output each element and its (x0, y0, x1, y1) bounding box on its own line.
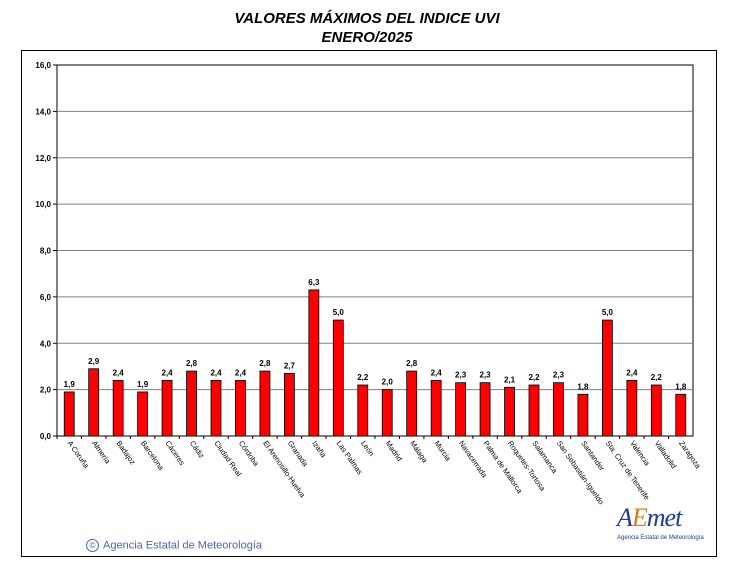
bar (259, 370, 271, 437)
bar-value-label: 2,4 (210, 368, 222, 377)
bar-value-label: 2,3 (553, 371, 565, 380)
x-category-label: Cádiz (188, 439, 207, 460)
bar-value-label: 2,9 (88, 357, 100, 366)
bar (88, 368, 100, 437)
x-category-label: A Coruña (66, 439, 92, 470)
bar-value-label: 1,8 (675, 382, 687, 391)
bar-value-label: 2,4 (162, 368, 174, 377)
bar (186, 370, 197, 437)
bar-value-label: 2,0 (382, 378, 394, 387)
bar-value-label: 2,4 (235, 368, 247, 377)
bar (553, 382, 564, 437)
x-category-label: Izaña (310, 439, 328, 460)
aemet-logo: AEmet Agencia Estatal de Meteorología (613, 503, 705, 545)
x-category-label: Zaragoza (677, 439, 703, 471)
x-category-label: Badajoz (115, 439, 138, 467)
aemet-logo-wordmark: AEmet (617, 503, 682, 532)
bar-value-label: 2,2 (528, 373, 540, 382)
bar-value-label: 2,3 (480, 371, 492, 380)
aemet-logo-subtitle: Agencia Estatal de Meteorología (617, 535, 704, 541)
x-category-label: Cáceres (163, 439, 187, 467)
agency-footer: © Agencia Estatal de Meteorología (86, 539, 262, 552)
bar (357, 384, 369, 437)
bar-value-label: 2,8 (406, 359, 418, 368)
bar (455, 382, 467, 437)
x-category-label: Valladolid (653, 439, 679, 470)
y-tick-label: 10,0 (35, 200, 51, 209)
bar (283, 372, 295, 437)
bar-value-label: 6,3 (308, 278, 320, 287)
bar (235, 379, 246, 437)
bar-value-label: 2,1 (504, 375, 516, 384)
bar-value-label: 5,0 (333, 308, 345, 317)
bar-value-label: 2,2 (357, 373, 369, 382)
bar (332, 319, 344, 437)
x-category-label: Valencia (628, 439, 652, 468)
bar (381, 389, 393, 437)
bar (675, 393, 687, 437)
bar-value-label: 2,7 (284, 361, 296, 370)
y-tick-label: 2,0 (40, 386, 52, 395)
bar-value-label: 2,4 (113, 368, 125, 377)
copyright-icon: © (86, 539, 99, 552)
x-category-label: Málaga (408, 439, 430, 465)
bar (161, 379, 173, 437)
x-category-label: Almería (90, 439, 113, 466)
bar (210, 379, 222, 437)
bar (601, 319, 613, 437)
x-category-label: Córdoba (237, 439, 261, 468)
bar-value-label: 2,8 (259, 359, 271, 368)
bar-value-label: 2,3 (455, 371, 467, 380)
bar (650, 384, 662, 437)
bar (528, 384, 540, 437)
bar (112, 379, 124, 437)
bar-value-label: 5,0 (602, 308, 614, 317)
bar-value-label: 1,9 (64, 380, 76, 389)
y-tick-label: 14,0 (35, 107, 51, 116)
chart-title-line2: ENERO/2025 (321, 29, 413, 46)
bar (430, 379, 442, 437)
bar (577, 393, 589, 437)
bar-value-label: 1,9 (137, 380, 149, 389)
y-tick-label: 12,0 (35, 154, 51, 163)
agency-footer-text: Agencia Estatal de Meteorología (103, 539, 262, 552)
bar-value-label: 1,8 (577, 382, 589, 391)
bar-value-label: 2,4 (626, 368, 638, 377)
x-category-label: San Sebastián-Igueldo (555, 439, 606, 506)
chart-title-line1: VALORES MÁXIMOS DEL INDICE UVI (234, 10, 500, 27)
bar (137, 391, 149, 437)
x-category-label: Barcelona (139, 439, 166, 473)
x-category-label: Madrid (384, 439, 405, 463)
bar-value-label: 2,2 (651, 373, 663, 382)
y-tick-label: 16,0 (35, 61, 51, 70)
bar (479, 382, 491, 437)
bar (626, 379, 638, 437)
x-category-label: León (359, 439, 376, 458)
bar (504, 386, 515, 437)
bar (406, 370, 418, 437)
bar (63, 391, 75, 437)
bar-value-label: 2,4 (431, 368, 443, 377)
y-tick-label: 0,0 (40, 432, 52, 441)
y-tick-label: 4,0 (40, 339, 52, 348)
x-category-label: Granada (286, 439, 311, 469)
bar (308, 289, 320, 437)
x-category-label: Murcia (433, 439, 454, 463)
bar-value-label: 2,8 (186, 359, 198, 368)
x-category-label: Sta. Cruz de Tenerife (604, 439, 652, 502)
y-tick-label: 6,0 (40, 293, 52, 302)
y-tick-label: 8,0 (40, 247, 52, 256)
chart-frame (21, 50, 717, 557)
